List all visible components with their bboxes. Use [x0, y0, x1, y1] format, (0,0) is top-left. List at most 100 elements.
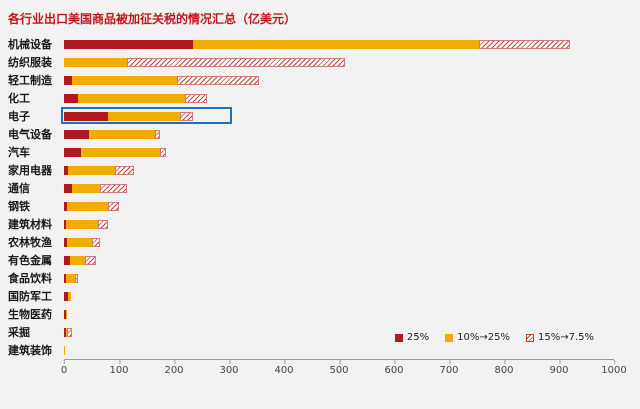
bar-segment-10-25pct: [193, 39, 480, 49]
bar-segment-25pct: [64, 273, 67, 283]
highlight-box: [61, 106, 232, 124]
legend-item-10-25pct: 10%→25%: [445, 332, 510, 343]
bar-segment-10-25pct: [80, 147, 161, 157]
x-axis-tick-label: 400: [274, 360, 294, 376]
bar-segment-10-25pct: [72, 183, 100, 193]
legend-item-15-7-5pct: 15%→7.5%: [525, 332, 594, 343]
category-label: 建筑材料: [8, 218, 52, 231]
x-axis-tick-label: 800: [494, 360, 514, 376]
chart-row: 轻工制造: [6, 71, 640, 89]
chart-row: 农林牧渔: [6, 233, 640, 251]
bar-segment-25pct: [64, 93, 78, 103]
category-label: 生物医药: [8, 308, 52, 321]
bar-chart: 机械设备纺织服装轻工制造化工 电子电气设备汽车 家用电器 通信钢铁建筑材料农林牧渔有色…: [0, 35, 640, 383]
bar-track: [64, 237, 614, 247]
bar-segment-25pct: [64, 327, 66, 337]
bar-segment-10-25pct: [64, 57, 128, 67]
category-label: 有色金属: [8, 254, 52, 267]
bar-segment-10-25pct: [72, 75, 177, 85]
chart-legend: 25% 10%→25% 15%→7.5%: [394, 332, 594, 343]
chart-row: 有色金属: [6, 251, 640, 269]
chart-row: 家用电器: [6, 161, 640, 179]
legend-label-25pct: 25%: [406, 332, 430, 343]
category-label: 建筑装饰: [8, 344, 52, 357]
category-label: 轻工制造: [8, 74, 52, 87]
bar-segment-10-25pct: [64, 345, 65, 355]
x-axis-tick-label: 500: [329, 360, 349, 376]
x-axis-tick-label: 900: [549, 360, 569, 376]
bar-segment-25pct: [64, 309, 66, 319]
chart-row: 化工: [6, 89, 640, 107]
bar-segment-10-25pct: [69, 255, 85, 265]
x-axis-tick-label: 200: [164, 360, 184, 376]
bar-segment-25pct: [64, 165, 69, 175]
bar-segment-10-25pct: [65, 327, 68, 337]
bar-segment-15-7-5pct: [160, 147, 166, 157]
category-label: 钢铁: [8, 200, 30, 213]
bar-segment-15-7-5pct: [84, 255, 96, 265]
bar-segment-10-25pct: [68, 291, 71, 301]
bar-segment-15-7-5pct: [154, 129, 161, 139]
bar-segment-25pct: [64, 219, 67, 229]
bar-segment-15-7-5pct: [115, 165, 135, 175]
chart-row: 建筑装饰: [6, 341, 640, 359]
chart-row: 电子: [6, 106, 640, 125]
x-axis-tick-label: 700: [439, 360, 459, 376]
chart-row: 通信: [6, 179, 640, 197]
legend-label-10-25pct: 10%→25%: [457, 332, 510, 343]
bar-track: [64, 75, 614, 85]
category-label: 电气设备: [8, 128, 52, 141]
bar-track: [64, 273, 614, 283]
bar-track: [64, 165, 614, 175]
bar-segment-15-7-5pct: [74, 273, 79, 283]
bar-segment-25pct: [64, 201, 67, 211]
bar-segment-10-25pct: [66, 201, 108, 211]
bar-segment-25pct: [64, 39, 194, 49]
bar-segment-10-25pct: [65, 309, 68, 319]
bar-track: [64, 93, 614, 103]
x-axis-tick-label: 100: [109, 360, 129, 376]
bar-track: [64, 39, 614, 49]
chart-row: 汽车: [6, 143, 640, 161]
bar-segment-10-25pct: [77, 93, 185, 103]
bar-track: [64, 147, 614, 157]
bar-segment-25pct: [64, 183, 73, 193]
bar-segment-10-25pct: [66, 219, 99, 229]
bar-track: [64, 327, 614, 337]
bar-segment-10-25pct: [66, 273, 75, 283]
bar-track: [64, 129, 614, 139]
bar-segment-15-7-5pct: [176, 75, 260, 85]
bar-segment-15-7-5pct: [91, 237, 100, 247]
category-label: 机械设备: [8, 38, 52, 51]
chart-row: 食品饮料: [6, 269, 640, 287]
bar-segment-10-25pct: [88, 129, 155, 139]
chart-row: 生物医药: [6, 305, 640, 323]
legend-swatch-hatch-icon: [525, 333, 534, 342]
x-axis-tick-label: 1000: [601, 360, 627, 376]
bar-track: [64, 309, 614, 319]
bar-segment-15-7-5pct: [108, 201, 119, 211]
chart-row: 纺织服装: [6, 53, 640, 71]
legend-swatch-red-icon: [394, 333, 403, 342]
category-label: 食品饮料: [8, 272, 52, 285]
bar-track: [61, 106, 614, 124]
chart-title: 各行业出口美国商品被加征关税的情况汇总（亿美元）: [8, 12, 297, 26]
chart-rows: 机械设备纺织服装轻工制造化工 电子电气设备汽车 家用电器 通信钢铁建筑材料农林牧渔有色…: [6, 35, 640, 359]
bar-segment-25pct: [64, 237, 67, 247]
chart-row: 机械设备: [6, 35, 640, 53]
legend-item-25pct: 25%: [394, 332, 430, 343]
bar-segment-10-25pct: [66, 237, 92, 247]
bar-segment-15-7-5pct: [479, 39, 570, 49]
bar-segment-15-7-5pct: [179, 111, 194, 121]
bar-segment-15-7-5pct: [127, 57, 345, 67]
bar-segment-25pct: [64, 147, 81, 157]
bar-track: [64, 219, 614, 229]
category-label: 纺织服装: [8, 56, 52, 69]
x-axis-tick-label: 600: [384, 360, 404, 376]
bar-segment-15-7-5pct: [99, 183, 128, 193]
category-label: 化工: [8, 92, 30, 105]
category-label: 国防军工: [8, 290, 52, 303]
bar-track: [64, 291, 614, 301]
chart-row: 国防军工: [6, 287, 640, 305]
bar-track: [64, 201, 614, 211]
